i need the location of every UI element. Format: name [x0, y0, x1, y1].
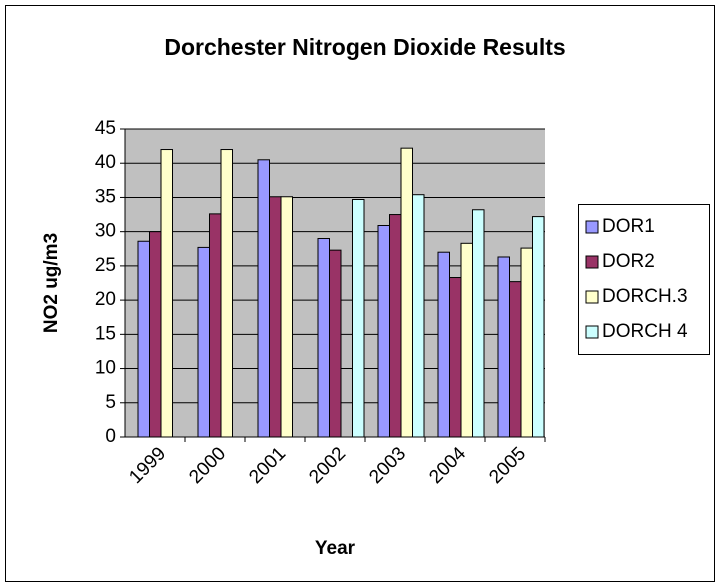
legend-swatch: [585, 220, 599, 234]
bar: [197, 246, 210, 438]
bar: [460, 242, 473, 438]
bar: [257, 159, 270, 438]
y-tick-label: 45: [95, 118, 116, 139]
legend-swatch: [585, 290, 599, 304]
y-tick-label: 20: [95, 289, 116, 310]
legend-swatch: [585, 325, 599, 339]
y-tick-label: 35: [95, 186, 116, 207]
y-tick-label: 10: [95, 358, 116, 379]
bar: [532, 216, 545, 438]
bar: [389, 214, 402, 438]
bar: [437, 251, 450, 438]
legend-label: DOR2: [602, 251, 655, 272]
y-tick-label: 30: [95, 221, 116, 242]
bar: [520, 247, 533, 438]
chart-title: Dorchester Nitrogen Dioxide Results: [164, 34, 565, 60]
x-axis-label: Year: [315, 538, 356, 559]
bar: [209, 213, 222, 438]
legend-label: DOR1: [602, 216, 655, 237]
bar: [160, 149, 173, 438]
bar: [329, 249, 342, 438]
legend-label: DORCH 4: [602, 321, 688, 342]
y-tick-label: 5: [105, 392, 116, 413]
y-tick-label: 15: [95, 323, 116, 344]
bar: [509, 281, 522, 438]
bar: [149, 231, 162, 438]
bar: [269, 196, 282, 438]
legend-swatch: [585, 255, 599, 269]
y-tick-label: 25: [95, 255, 116, 276]
y-tick-label: 0: [105, 426, 116, 447]
bar: [497, 256, 510, 438]
legend-label: DORCH.3: [602, 286, 688, 307]
y-axis-label: NO2 ug/m3: [41, 233, 62, 333]
bar: [377, 225, 390, 438]
bar: [472, 209, 485, 438]
bar: [412, 194, 425, 438]
bar: [352, 198, 365, 438]
bar: [400, 147, 413, 438]
bar: [137, 240, 150, 438]
bar: [449, 277, 462, 438]
bar: [280, 196, 293, 438]
y-tick-label: 40: [95, 152, 116, 173]
bar: [317, 238, 330, 438]
bar: [220, 149, 233, 438]
legend-box: [578, 204, 710, 355]
